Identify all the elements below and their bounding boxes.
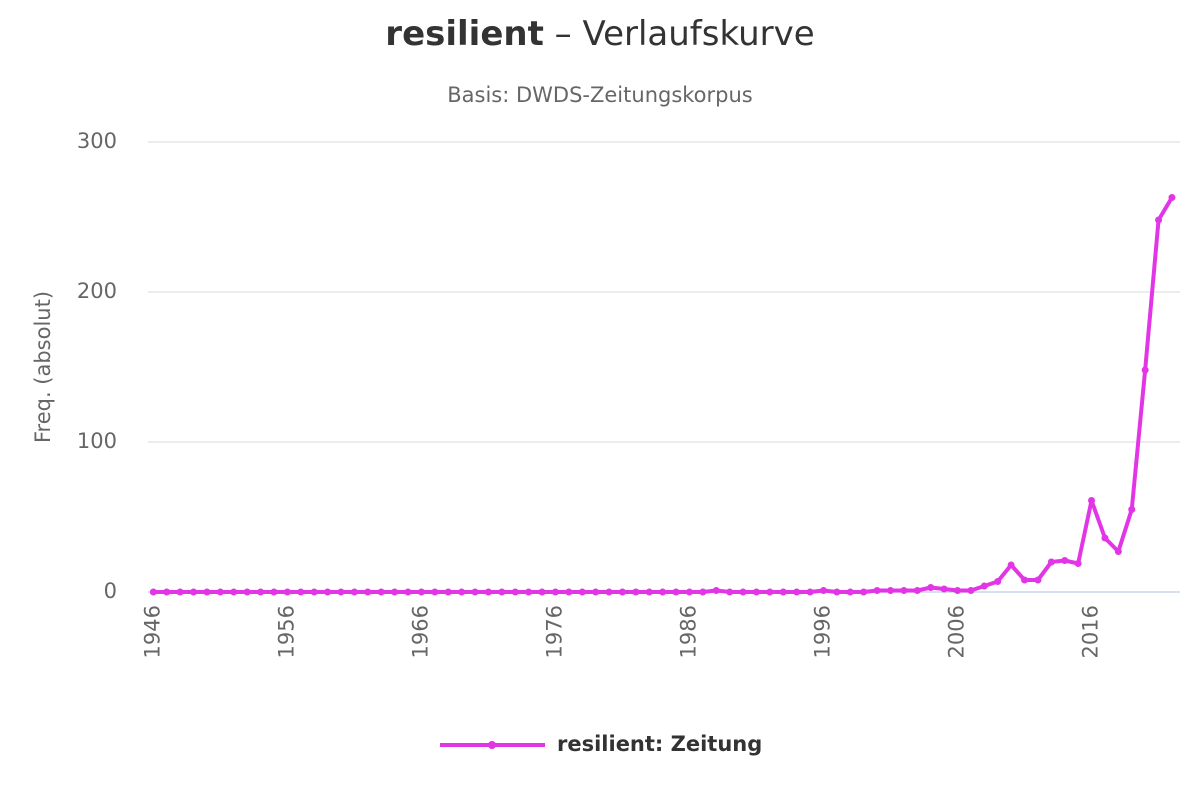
chart-title: resilient – Verlaufskurve bbox=[385, 14, 814, 54]
data-point bbox=[1074, 560, 1082, 567]
data-point bbox=[243, 588, 251, 596]
data-point bbox=[484, 588, 492, 596]
data-point bbox=[699, 588, 707, 596]
legend-marker bbox=[488, 741, 496, 749]
data-point bbox=[967, 587, 975, 594]
data-point bbox=[444, 588, 452, 596]
data-point bbox=[149, 588, 157, 596]
data-point bbox=[1128, 506, 1136, 513]
data-point bbox=[257, 588, 265, 596]
data-point bbox=[270, 588, 278, 596]
data-point bbox=[337, 588, 345, 596]
data-point bbox=[927, 584, 935, 591]
data-point bbox=[632, 588, 640, 596]
y-tick-label: 200 bbox=[77, 279, 117, 303]
x-tick-label: 2006 bbox=[945, 605, 969, 658]
y-tick-label: 100 bbox=[77, 429, 117, 453]
x-tick-label: 1956 bbox=[274, 605, 298, 658]
data-point bbox=[458, 588, 466, 596]
data-point bbox=[230, 588, 238, 596]
data-point bbox=[310, 588, 318, 596]
data-point bbox=[806, 588, 814, 596]
data-point bbox=[324, 588, 332, 596]
data-point bbox=[645, 588, 653, 596]
x-tick-label: 1986 bbox=[676, 605, 700, 658]
data-point bbox=[846, 588, 854, 596]
data-point bbox=[659, 588, 667, 596]
data-point bbox=[297, 588, 305, 596]
data-point bbox=[350, 588, 358, 596]
data-point bbox=[578, 588, 586, 596]
data-point bbox=[779, 588, 787, 596]
data-point bbox=[283, 588, 291, 596]
data-point bbox=[1168, 194, 1176, 201]
data-point bbox=[819, 587, 827, 594]
data-point bbox=[538, 588, 546, 596]
data-point bbox=[203, 588, 211, 596]
data-point bbox=[739, 588, 747, 596]
legend-label: resilient: Zeitung bbox=[557, 732, 762, 756]
data-point bbox=[404, 588, 412, 596]
data-point bbox=[1061, 557, 1069, 564]
data-point bbox=[793, 588, 801, 596]
data-point bbox=[1007, 561, 1015, 569]
data-point bbox=[887, 587, 895, 594]
data-point bbox=[712, 587, 720, 594]
data-point bbox=[766, 588, 774, 596]
data-point bbox=[913, 587, 921, 594]
data-point bbox=[592, 588, 600, 596]
data-point bbox=[752, 588, 760, 596]
x-tick-label: 1966 bbox=[408, 605, 432, 658]
series-line bbox=[153, 196, 1174, 594]
data-point bbox=[833, 588, 841, 596]
data-point bbox=[525, 588, 533, 596]
data-point bbox=[954, 587, 962, 594]
data-point bbox=[605, 588, 613, 596]
data-point bbox=[216, 588, 224, 596]
x-tick-label: 1946 bbox=[140, 605, 164, 658]
data-point bbox=[618, 588, 626, 596]
y-tick-label: 0 bbox=[104, 579, 117, 603]
data-point bbox=[1088, 497, 1096, 504]
data-point bbox=[190, 588, 198, 596]
x-tick-label: 2016 bbox=[1079, 605, 1103, 658]
data-point bbox=[471, 588, 479, 596]
data-point bbox=[551, 588, 559, 596]
data-point bbox=[940, 585, 948, 593]
data-point bbox=[391, 588, 399, 596]
data-point bbox=[726, 588, 734, 596]
data-point bbox=[873, 587, 881, 594]
data-point bbox=[1021, 576, 1029, 584]
data-point bbox=[1141, 366, 1149, 374]
data-point bbox=[1155, 216, 1163, 224]
data-point bbox=[994, 578, 1002, 585]
data-point bbox=[1047, 558, 1055, 566]
data-point bbox=[1034, 576, 1042, 584]
data-point bbox=[860, 588, 868, 596]
x-tick-label: 1976 bbox=[542, 605, 566, 658]
data-point bbox=[364, 588, 372, 596]
data-point bbox=[1101, 534, 1109, 542]
title-keyword: resilient bbox=[385, 14, 544, 54]
title-text: – Verlaufskurve bbox=[555, 14, 815, 54]
data-point bbox=[377, 588, 385, 596]
data-point bbox=[980, 582, 988, 590]
data-point bbox=[511, 588, 519, 596]
data-point bbox=[163, 588, 171, 596]
data-point bbox=[1114, 548, 1122, 555]
data-point bbox=[565, 588, 573, 596]
data-point bbox=[685, 588, 693, 596]
chart-subtitle: Basis: DWDS-Zeitungskorpus bbox=[447, 83, 753, 107]
data-point bbox=[417, 588, 425, 596]
x-tick-label: 1996 bbox=[810, 605, 834, 658]
data-point bbox=[498, 588, 506, 596]
data-point bbox=[431, 588, 439, 596]
data-point bbox=[672, 588, 680, 596]
y-tick-label: 300 bbox=[77, 129, 117, 153]
y-axis-label: Freq. (absolut) bbox=[31, 291, 55, 443]
data-point bbox=[176, 588, 184, 596]
data-point bbox=[900, 587, 908, 594]
